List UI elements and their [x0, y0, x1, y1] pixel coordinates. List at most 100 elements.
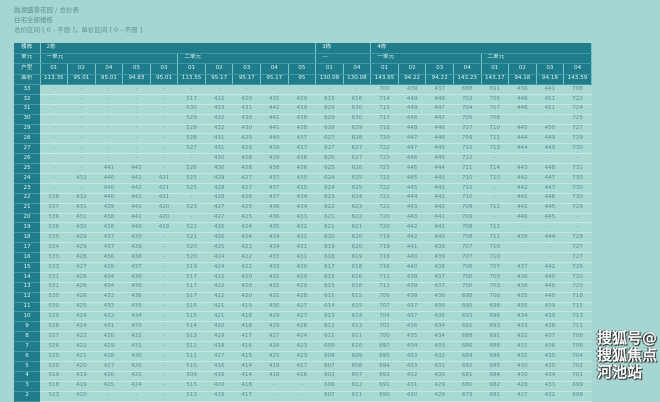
price-cell[interactable]: 429 — [425, 381, 454, 392]
price-cell[interactable]: 724 — [563, 104, 592, 115]
price-cell[interactable]: 424 — [67, 311, 96, 323]
price-cell[interactable]: 430 — [508, 371, 537, 382]
price-cell[interactable]: 417 — [205, 351, 233, 362]
price-cell[interactable]: - — [343, 84, 371, 95]
unit-type-header[interactable]: 04 — [453, 63, 482, 75]
price-cell[interactable]: 425 — [260, 351, 289, 362]
price-cell[interactable]: 710 — [453, 143, 481, 155]
price-cell[interactable]: 439 — [95, 203, 123, 214]
price-cell[interactable]: - — [150, 232, 178, 244]
price-cell[interactable]: 431 — [122, 341, 151, 353]
price-cell[interactable]: - — [150, 262, 178, 273]
price-cell[interactable]: 523 — [177, 203, 206, 214]
price-cell[interactable]: 439 — [122, 242, 151, 254]
price-cell[interactable]: 427 — [288, 311, 316, 323]
price-cell[interactable]: 707 — [453, 124, 481, 135]
price-cell[interactable]: 538 — [40, 193, 68, 204]
price-cell[interactable]: 443 — [398, 203, 426, 214]
price-cell[interactable]: 446 — [398, 163, 426, 175]
price-cell[interactable]: 525 — [40, 351, 68, 362]
price-cell[interactable]: 441 — [508, 203, 537, 214]
price-cell[interactable]: 522 — [177, 222, 206, 234]
price-cell[interactable]: 420 — [205, 381, 233, 392]
price-cell[interactable]: 618 — [343, 262, 371, 273]
price-cell[interactable]: 621 — [315, 222, 344, 234]
price-cell[interactable]: - — [67, 104, 96, 115]
price-cell[interactable]: 706 — [563, 341, 592, 353]
price-cell[interactable]: 442 — [122, 183, 151, 194]
price-cell[interactable]: 419 — [232, 302, 261, 313]
price-cell[interactable]: 437 — [260, 173, 289, 184]
price-cell[interactable]: 431 — [260, 272, 289, 283]
price-cell[interactable]: - — [508, 222, 537, 234]
price-cell[interactable]: 427 — [232, 173, 261, 184]
price-cell[interactable]: 415 — [232, 351, 261, 362]
price-cell[interactable]: 431 — [67, 203, 96, 214]
price-cell[interactable]: 525 — [177, 173, 206, 184]
price-cell[interactable]: 531 — [40, 272, 68, 283]
price-cell[interactable]: 450 — [536, 124, 564, 135]
price-cell[interactable]: - — [95, 391, 123, 402]
price-cell[interactable]: 419 — [67, 371, 96, 382]
price-cell[interactable]: 436 — [425, 302, 454, 313]
price-cell[interactable]: 426 — [260, 341, 289, 353]
price-cell[interactable]: 432 — [205, 124, 233, 135]
unit-type-header[interactable]: 03 — [150, 63, 179, 75]
price-cell[interactable]: 435 — [536, 361, 564, 372]
price-cell[interactable]: 710 — [481, 124, 509, 135]
price-cell[interactable]: 727 — [563, 124, 592, 135]
price-cell[interactable]: 440 — [95, 173, 123, 184]
price-cell[interactable]: 427 — [205, 203, 233, 214]
price-cell[interactable]: 421 — [67, 351, 96, 362]
price-cell[interactable]: 434 — [260, 242, 289, 254]
price-cell[interactable]: - — [536, 153, 564, 165]
price-cell[interactable]: 438 — [398, 292, 426, 303]
price-cell[interactable]: 429 — [288, 272, 316, 283]
price-cell[interactable]: 428 — [508, 381, 537, 392]
price-cell[interactable]: 709 — [453, 213, 481, 224]
price-cell[interactable]: 436 — [536, 341, 564, 353]
price-cell[interactable]: 437 — [260, 193, 289, 204]
price-cell[interactable]: 430 — [232, 124, 261, 135]
price-cell[interactable]: 530 — [177, 104, 206, 115]
price-cell[interactable]: 431 — [67, 213, 96, 224]
price-cell[interactable]: 705 — [453, 114, 481, 125]
price-cell[interactable]: 429 — [288, 94, 316, 105]
price-cell[interactable]: - — [315, 84, 344, 95]
price-cell[interactable]: 418 — [232, 311, 261, 323]
price-cell[interactable]: 417 — [232, 331, 261, 343]
price-cell[interactable]: 436 — [425, 292, 454, 303]
price-cell[interactable]: 723 — [370, 153, 399, 165]
price-cell[interactable]: 432 — [67, 193, 96, 204]
price-cell[interactable]: 615 — [315, 272, 344, 283]
price-cell[interactable]: - — [40, 84, 68, 95]
price-cell[interactable]: 629 — [343, 124, 371, 135]
price-cell[interactable]: 448 — [536, 163, 564, 175]
price-cell[interactable]: 423 — [288, 341, 316, 353]
price-cell[interactable]: 440 — [398, 252, 426, 264]
price-cell[interactable]: 624 — [315, 183, 344, 194]
unit-type-header[interactable]: 01 — [315, 63, 344, 75]
price-cell[interactable]: 441 — [122, 213, 151, 224]
price-cell[interactable]: 698 — [453, 292, 481, 303]
price-cell[interactable]: 711 — [370, 272, 399, 283]
price-cell[interactable]: 437 — [260, 183, 289, 194]
price-cell[interactable]: - — [150, 104, 178, 115]
price-cell[interactable]: 427 — [288, 302, 316, 313]
price-cell[interactable]: 447 — [398, 133, 426, 145]
price-cell[interactable]: 445 — [398, 173, 426, 184]
price-cell[interactable]: 431 — [508, 341, 537, 353]
price-cell[interactable]: 700 — [453, 282, 481, 293]
price-cell[interactable]: 435 — [122, 302, 151, 313]
price-cell[interactable]: 727 — [563, 252, 592, 264]
price-cell[interactable]: 725 — [563, 114, 592, 125]
price-cell[interactable]: 416 — [288, 371, 316, 382]
price-cell[interactable]: - — [150, 341, 178, 353]
price-cell[interactable]: 429 — [288, 282, 316, 293]
price-cell[interactable]: 444 — [398, 193, 426, 204]
price-cell[interactable]: 685 — [481, 361, 509, 372]
price-cell[interactable]: 434 — [508, 311, 537, 323]
unit-type-header[interactable]: 01 — [40, 63, 69, 75]
price-cell[interactable]: 440 — [425, 232, 454, 244]
price-cell[interactable]: 718 — [370, 124, 399, 135]
